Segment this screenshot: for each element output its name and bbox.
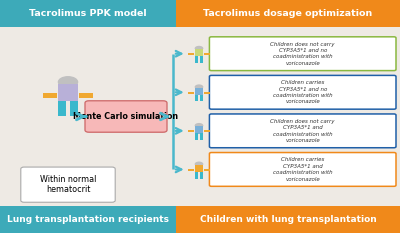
Bar [0, 0, 176, 27]
FancyBboxPatch shape [210, 37, 396, 71]
FancyBboxPatch shape [204, 169, 210, 171]
FancyBboxPatch shape [200, 172, 203, 178]
FancyBboxPatch shape [188, 53, 194, 55]
FancyBboxPatch shape [195, 165, 203, 172]
FancyBboxPatch shape [58, 84, 78, 101]
Circle shape [195, 161, 203, 167]
Circle shape [58, 76, 78, 88]
FancyBboxPatch shape [195, 134, 198, 140]
FancyBboxPatch shape [195, 88, 203, 95]
Text: Tacrolimus PPK model: Tacrolimus PPK model [29, 9, 147, 18]
FancyBboxPatch shape [195, 126, 203, 134]
Circle shape [195, 123, 203, 128]
FancyBboxPatch shape [210, 153, 396, 186]
FancyBboxPatch shape [188, 130, 194, 132]
FancyBboxPatch shape [200, 134, 203, 140]
Text: Monte Carlo simulation: Monte Carlo simulation [74, 112, 178, 121]
FancyBboxPatch shape [195, 172, 198, 178]
FancyBboxPatch shape [43, 93, 57, 98]
FancyBboxPatch shape [58, 101, 66, 116]
FancyBboxPatch shape [70, 101, 78, 116]
Text: Children with lung transplantation: Children with lung transplantation [200, 215, 376, 224]
FancyBboxPatch shape [204, 130, 210, 132]
FancyBboxPatch shape [195, 49, 203, 56]
Bar [176, 206, 400, 233]
Text: Children carries
CYP3A5*1 and
coadministration with
voriconazole: Children carries CYP3A5*1 and coadminist… [273, 157, 332, 182]
FancyBboxPatch shape [188, 92, 194, 94]
FancyBboxPatch shape [79, 93, 93, 98]
Text: Tacrolimus dosage optimization: Tacrolimus dosage optimization [203, 9, 373, 18]
FancyBboxPatch shape [188, 169, 194, 171]
Text: Children carries
CYP3A5*1 and no
coadministration with
voriconazole: Children carries CYP3A5*1 and no coadmin… [273, 80, 332, 104]
Text: Children does not carry
CYP3A5*1 and no
coadministration with
voriconazole: Children does not carry CYP3A5*1 and no … [270, 42, 335, 66]
FancyBboxPatch shape [204, 92, 210, 94]
FancyBboxPatch shape [21, 167, 115, 202]
FancyBboxPatch shape [210, 75, 396, 109]
FancyBboxPatch shape [195, 95, 198, 101]
Circle shape [195, 84, 203, 89]
Text: Lung transplantation recipients: Lung transplantation recipients [7, 215, 169, 224]
Bar [176, 0, 400, 27]
Circle shape [195, 46, 203, 51]
FancyBboxPatch shape [210, 114, 396, 148]
Text: Children does not carry
CYP3A5*1 and
coadministration with
voriconazole: Children does not carry CYP3A5*1 and coa… [270, 119, 335, 143]
FancyBboxPatch shape [204, 53, 210, 55]
FancyBboxPatch shape [85, 101, 167, 132]
Text: Within normal
hematocrit: Within normal hematocrit [40, 175, 96, 194]
FancyBboxPatch shape [200, 95, 203, 101]
FancyBboxPatch shape [195, 56, 198, 63]
FancyBboxPatch shape [200, 56, 203, 63]
Bar [0, 206, 176, 233]
